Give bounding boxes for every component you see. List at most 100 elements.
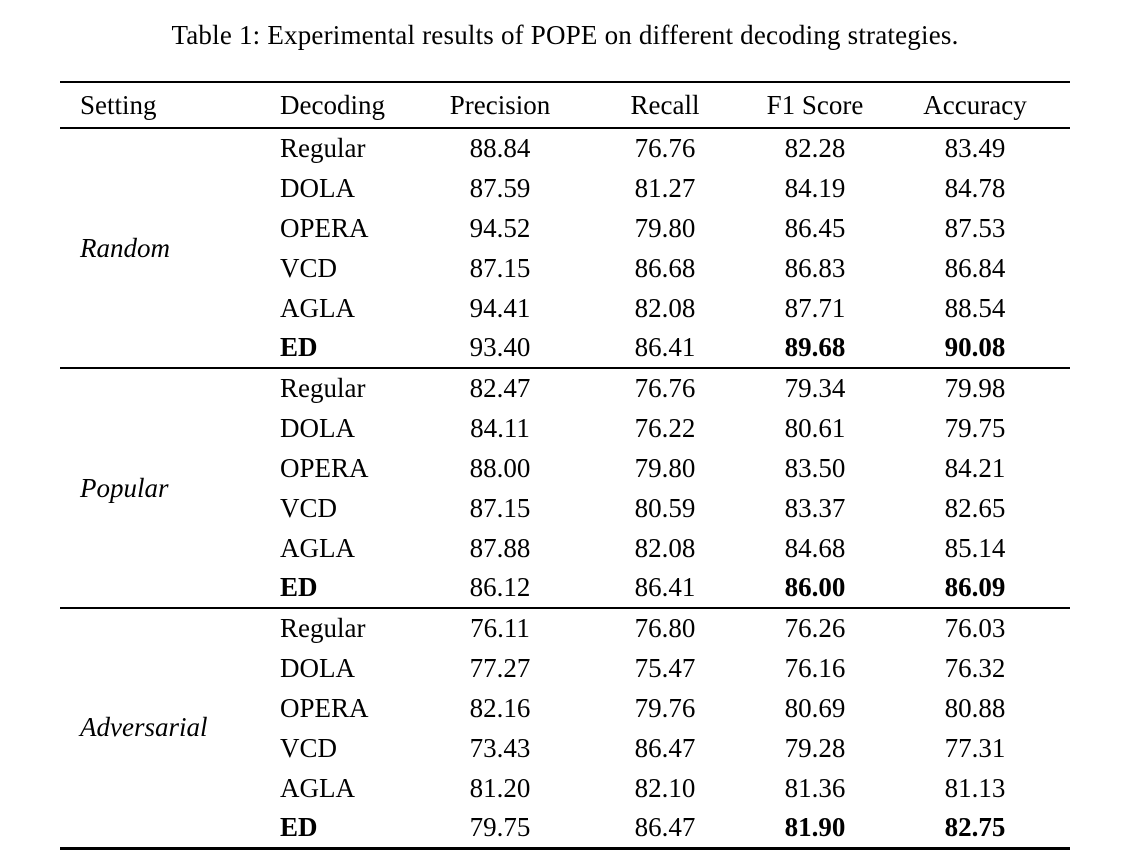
column-header-precision: Precision xyxy=(449,89,551,120)
accuracy-cell: 84.78 xyxy=(944,172,1006,203)
f1-cell: 76.16 xyxy=(784,652,846,683)
table-row-ed: ED 79.75 86.47 81.90 82.75 xyxy=(60,808,1070,848)
precision-cell: 93.40 xyxy=(469,332,531,362)
table-row-ed: ED 86.12 86.41 86.00 86.09 xyxy=(60,568,1070,608)
recall-cell: 76.22 xyxy=(634,412,696,443)
decoding-cell: DOLA xyxy=(280,172,355,203)
decoding-cell: Regular xyxy=(280,613,366,643)
precision-cell: 87.88 xyxy=(469,532,531,563)
table-row: DOLA 87.59 81.27 84.19 84.78 xyxy=(60,168,1070,208)
decoding-cell: DOLA xyxy=(280,652,355,683)
precision-cell: 82.16 xyxy=(469,692,531,723)
recall-cell: 79.80 xyxy=(634,452,696,483)
precision-cell: 79.75 xyxy=(469,811,531,842)
table-row: AGLA 87.88 82.08 84.68 85.14 xyxy=(60,528,1070,568)
setting-group-adversarial: Adversarial Regular 76.11 76.80 76.26 76… xyxy=(60,608,1070,848)
f1-cell: 84.68 xyxy=(784,532,846,563)
recall-cell: 86.47 xyxy=(634,732,696,763)
decoding-cell: ED xyxy=(280,811,318,842)
accuracy-cell: 80.88 xyxy=(944,692,1006,723)
decoding-cell: ED xyxy=(280,572,318,602)
table-row: VCD 73.43 86.47 79.28 77.31 xyxy=(60,728,1070,768)
f1-cell: 79.28 xyxy=(784,732,846,763)
f1-cell: 83.50 xyxy=(784,452,846,483)
accuracy-cell: 77.31 xyxy=(944,732,1006,763)
column-header-decoding: Decoding xyxy=(280,89,385,120)
accuracy-cell: 88.54 xyxy=(944,292,1006,323)
results-table: Setting Decoding Precision Recall F1 Sco… xyxy=(60,81,1070,850)
column-header-recall: Recall xyxy=(630,89,700,120)
accuracy-cell: 84.21 xyxy=(944,452,1006,483)
recall-cell: 82.08 xyxy=(634,292,696,323)
precision-cell: 88.00 xyxy=(469,452,531,483)
table-row: AGLA 94.41 82.08 87.71 88.54 xyxy=(60,288,1070,328)
column-header-accuracy: Accuracy xyxy=(923,89,1027,120)
precision-cell: 87.15 xyxy=(469,492,531,523)
f1-cell: 83.37 xyxy=(784,492,846,523)
setting-label: Popular xyxy=(80,472,169,503)
precision-cell: 88.84 xyxy=(469,133,531,163)
table-row: VCD 87.15 80.59 83.37 82.65 xyxy=(60,488,1070,528)
precision-cell: 76.11 xyxy=(470,613,530,643)
setting-group-random: Random Regular 88.84 76.76 82.28 83.49 D… xyxy=(60,128,1070,368)
f1-cell: 86.45 xyxy=(784,212,846,243)
table-row: OPERA 94.52 79.80 86.45 87.53 xyxy=(60,208,1070,248)
precision-cell: 87.15 xyxy=(469,252,531,283)
f1-cell: 84.19 xyxy=(784,172,846,203)
accuracy-cell: 79.75 xyxy=(944,412,1006,443)
f1-cell: 82.28 xyxy=(784,133,846,163)
precision-cell: 86.12 xyxy=(469,572,531,602)
recall-cell: 86.68 xyxy=(634,252,696,283)
f1-cell: 86.00 xyxy=(784,572,846,602)
setting-label: Random xyxy=(80,232,170,263)
accuracy-cell: 86.09 xyxy=(944,572,1006,602)
accuracy-cell: 82.75 xyxy=(944,811,1006,842)
recall-cell: 81.27 xyxy=(634,172,696,203)
accuracy-cell: 85.14 xyxy=(944,532,1006,563)
f1-cell: 80.69 xyxy=(784,692,846,723)
accuracy-cell: 86.84 xyxy=(944,252,1006,283)
decoding-cell: Regular xyxy=(280,133,366,163)
decoding-cell: ED xyxy=(280,332,318,362)
accuracy-cell: 79.98 xyxy=(944,373,1006,403)
decoding-cell: Regular xyxy=(280,373,366,403)
decoding-cell: AGLA xyxy=(280,292,355,323)
table-caption: Table 1: Experimental results of POPE on… xyxy=(171,20,959,50)
table-header-row: Setting Decoding Precision Recall F1 Sco… xyxy=(60,82,1070,128)
f1-cell: 87.71 xyxy=(784,292,846,323)
precision-cell: 81.20 xyxy=(469,772,531,803)
setting-label: Adversarial xyxy=(80,712,208,743)
precision-cell: 87.59 xyxy=(469,172,531,203)
precision-cell: 94.41 xyxy=(469,292,531,323)
decoding-cell: AGLA xyxy=(280,532,355,563)
recall-cell: 86.41 xyxy=(634,572,696,602)
recall-cell: 76.80 xyxy=(634,613,696,643)
recall-cell: 82.10 xyxy=(634,772,696,803)
recall-cell: 75.47 xyxy=(634,652,696,683)
recall-cell: 76.76 xyxy=(634,133,696,163)
accuracy-cell: 90.08 xyxy=(944,332,1006,362)
decoding-cell: OPERA xyxy=(280,452,369,483)
f1-cell: 81.36 xyxy=(784,772,846,803)
recall-cell: 76.76 xyxy=(634,373,696,403)
table-row: Adversarial Regular 76.11 76.80 76.26 76… xyxy=(60,608,1070,742)
table-row: Random Regular 88.84 76.76 82.28 83.49 xyxy=(60,128,1070,263)
accuracy-cell: 81.13 xyxy=(944,772,1006,803)
precision-cell: 84.11 xyxy=(470,412,530,443)
precision-cell: 77.27 xyxy=(469,652,531,683)
table-row: OPERA 88.00 79.80 83.50 84.21 xyxy=(60,448,1070,488)
f1-cell: 86.83 xyxy=(784,252,846,283)
f1-cell: 81.90 xyxy=(784,811,846,842)
accuracy-cell: 76.03 xyxy=(944,613,1006,643)
recall-cell: 82.08 xyxy=(634,532,696,563)
precision-cell: 94.52 xyxy=(469,212,531,243)
decoding-cell: VCD xyxy=(280,252,338,283)
f1-cell: 79.34 xyxy=(784,373,846,403)
f1-cell: 89.68 xyxy=(784,332,846,362)
decoding-cell: DOLA xyxy=(280,412,355,443)
recall-cell: 86.41 xyxy=(634,332,696,362)
accuracy-cell: 87.53 xyxy=(944,212,1006,243)
table-row: AGLA 81.20 82.10 81.36 81.13 xyxy=(60,768,1070,808)
table-row: DOLA 84.11 76.22 80.61 79.75 xyxy=(60,408,1070,448)
precision-cell: 82.47 xyxy=(469,373,531,403)
